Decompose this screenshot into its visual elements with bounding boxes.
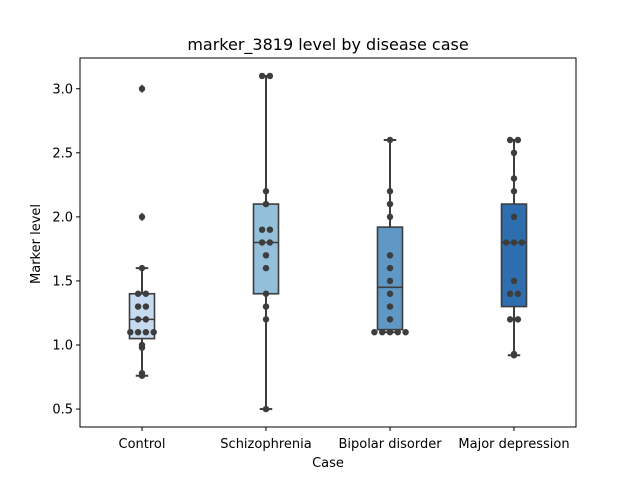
data-point bbox=[258, 226, 266, 233]
data-point bbox=[138, 369, 146, 377]
x-tick-label: Bipolar disorder bbox=[338, 437, 442, 452]
box bbox=[252, 203, 280, 295]
data-point bbox=[258, 239, 266, 246]
data-point bbox=[371, 328, 378, 336]
data-point bbox=[266, 226, 274, 233]
axes-frame bbox=[79, 57, 577, 428]
data-point bbox=[262, 303, 270, 310]
x-tick-label: Schizophrenia bbox=[220, 437, 311, 452]
data-point bbox=[510, 239, 518, 246]
data-point bbox=[262, 188, 270, 195]
data-point bbox=[138, 264, 146, 272]
data-point bbox=[518, 239, 525, 246]
data-point bbox=[138, 341, 146, 349]
data-point bbox=[262, 316, 270, 323]
data-point bbox=[386, 136, 394, 144]
data-point bbox=[386, 316, 394, 323]
data-point bbox=[262, 405, 270, 413]
data-point bbox=[142, 328, 150, 336]
y-tick-label: 1.5 bbox=[52, 274, 73, 289]
data-point bbox=[394, 328, 401, 336]
data-point bbox=[510, 188, 518, 195]
data-point bbox=[386, 328, 394, 336]
data-point bbox=[514, 136, 522, 144]
data-point bbox=[510, 277, 518, 285]
data-point bbox=[142, 303, 150, 310]
box bbox=[128, 292, 156, 340]
data-point bbox=[138, 213, 146, 221]
data-point bbox=[503, 239, 510, 246]
data-point bbox=[266, 239, 274, 246]
data-point bbox=[379, 328, 386, 336]
data-point bbox=[386, 252, 394, 259]
data-point bbox=[386, 277, 394, 285]
y-tick-label: 0.5 bbox=[52, 403, 73, 418]
box bbox=[500, 203, 528, 308]
data-point bbox=[386, 200, 394, 208]
data-point bbox=[514, 316, 522, 323]
data-point bbox=[510, 149, 518, 157]
x-axis-label: Case bbox=[312, 456, 344, 471]
plot-area: 0.5 1.0 1.5 2.0 2.5 3.0 Control Schizophrenia Bi… bbox=[52, 57, 577, 452]
data-point bbox=[134, 303, 142, 310]
y-tick-label: 3.0 bbox=[52, 82, 73, 97]
data-point bbox=[386, 264, 394, 272]
data-point bbox=[386, 290, 394, 297]
y-axis-label: Marker level bbox=[29, 204, 44, 284]
data-point bbox=[506, 290, 514, 297]
data-point bbox=[134, 290, 142, 297]
data-point bbox=[134, 316, 142, 323]
data-point bbox=[514, 290, 522, 297]
data-point bbox=[134, 328, 142, 336]
y-tick-label: 1.0 bbox=[52, 339, 73, 354]
x-tick-label: Major depression bbox=[458, 437, 569, 452]
data-point bbox=[510, 350, 518, 358]
data-point bbox=[506, 136, 514, 144]
data-point bbox=[142, 316, 150, 323]
y-tick-label: 2.0 bbox=[52, 210, 73, 225]
data-point bbox=[142, 290, 150, 297]
data-point bbox=[258, 72, 266, 80]
data-point bbox=[402, 328, 409, 336]
data-point bbox=[150, 328, 157, 336]
data-point bbox=[266, 72, 274, 80]
data-point bbox=[138, 85, 146, 92]
data-point bbox=[386, 213, 394, 221]
data-point bbox=[127, 328, 134, 336]
chart-title: marker_3819 level by disease case bbox=[187, 35, 468, 55]
data-point bbox=[510, 175, 518, 182]
data-point bbox=[386, 188, 394, 195]
y-tick-label: 2.5 bbox=[52, 146, 73, 161]
x-tick-label: Control bbox=[119, 437, 166, 452]
data-point bbox=[506, 316, 514, 323]
data-point bbox=[510, 213, 518, 221]
data-point bbox=[262, 200, 270, 208]
data-point bbox=[262, 252, 270, 259]
data-point bbox=[262, 264, 270, 272]
data-point bbox=[386, 303, 394, 310]
data-point bbox=[262, 290, 270, 297]
